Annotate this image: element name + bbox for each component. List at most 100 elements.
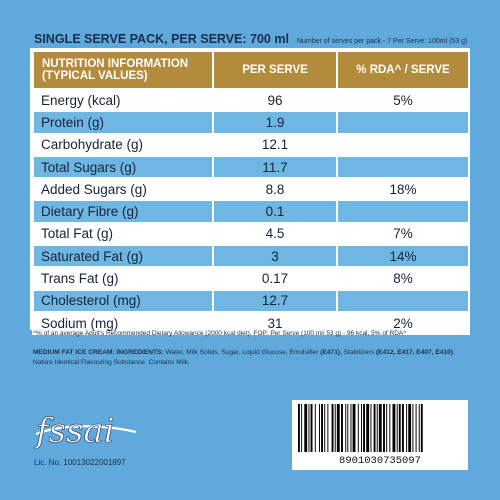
barcode: 8901030735097 bbox=[292, 400, 468, 470]
barcode-bar bbox=[304, 404, 308, 452]
barcode-bar bbox=[327, 404, 329, 452]
barcode-bar bbox=[366, 404, 370, 452]
nutrient-name: Dietary Fibre (g) bbox=[32, 199, 214, 224]
barcode-bar bbox=[378, 404, 382, 452]
per-serve-value: 31 bbox=[212, 310, 338, 336]
rda-value bbox=[336, 288, 470, 313]
rda-value: 14% bbox=[336, 244, 470, 269]
fssai-logo-mark: fssai bbox=[33, 411, 137, 451]
barcode-bar bbox=[420, 404, 423, 452]
rda-footnote: ^% of an average Adult's Recommended Die… bbox=[33, 330, 407, 337]
nutrient-name: Sodium (mg) bbox=[32, 310, 214, 336]
table-row: Sodium (mg) 31 2% bbox=[32, 310, 470, 336]
per-serve-value: 96 bbox=[212, 87, 338, 113]
barcode-bar bbox=[418, 404, 420, 452]
nutrient-name: Trans Fat (g) bbox=[32, 266, 214, 291]
rda-value: 7% bbox=[336, 221, 470, 247]
table-row: Trans Fat (g) 0.17 8% bbox=[32, 266, 470, 291]
barcode-bar bbox=[392, 404, 396, 452]
header-nutrition-information: NUTRITION INFORMATION (TYPICAL VALUES) bbox=[32, 50, 214, 90]
per-serve-value: 12.7 bbox=[212, 288, 338, 313]
per-serve-value: 8.8 bbox=[212, 177, 338, 202]
per-serve-value: 4.5 bbox=[212, 221, 338, 247]
barcode-bar bbox=[398, 404, 401, 452]
serves-note: Number of serves per pack - 7 Per Serve:… bbox=[296, 38, 468, 45]
nutrient-name: Added Sugars (g) bbox=[32, 177, 214, 202]
per-serve-value: 3 bbox=[212, 244, 338, 269]
barcode-bar bbox=[321, 404, 323, 452]
barcode-bar bbox=[314, 404, 316, 452]
nutrient-name: Carbohydrate (g) bbox=[32, 132, 214, 157]
barcode-bar bbox=[352, 404, 356, 452]
fssai-logo: fssai bbox=[32, 402, 142, 454]
table-row: Cholesterol (mg) 12.7 bbox=[32, 288, 470, 313]
barcode-bar bbox=[350, 404, 352, 452]
barcode-bar bbox=[373, 404, 376, 452]
emulsifier-code: (E471) bbox=[320, 349, 341, 356]
table-row: Protein (g) 1.9 bbox=[32, 110, 470, 135]
rda-value bbox=[336, 110, 470, 135]
barcode-bar bbox=[363, 404, 365, 452]
table-row: Total Fat (g) 4.5 7% bbox=[32, 221, 470, 247]
barcode-bars bbox=[298, 404, 423, 452]
pack-title: SINGLE SERVE PACK, PER SERVE: 700 ml bbox=[34, 32, 289, 46]
barcode-bar bbox=[301, 404, 303, 452]
per-serve-value: 0.1 bbox=[212, 199, 338, 224]
barcode-bar bbox=[412, 404, 414, 452]
barcode-bar bbox=[415, 404, 417, 452]
per-serve-value: 12.1 bbox=[212, 132, 338, 157]
barcode-bar bbox=[298, 404, 300, 452]
nutrient-name: Saturated Fat (g) bbox=[32, 244, 214, 269]
barcode-bar bbox=[357, 404, 359, 452]
nutrient-name: Cholesterol (mg) bbox=[32, 288, 214, 313]
rda-value bbox=[336, 199, 470, 224]
table-row: Saturated Fat (g) 3 14% bbox=[32, 244, 470, 269]
header-rda-per-serve: % RDA^ / SERVE bbox=[336, 50, 470, 90]
rda-value: 18% bbox=[336, 177, 470, 202]
nutrient-name: Protein (g) bbox=[32, 110, 214, 135]
table-row: Energy (kcal) 96 5% bbox=[32, 87, 470, 113]
barcode-bar bbox=[370, 404, 372, 452]
table-row: Dietary Fibre (g) 0.1 bbox=[32, 199, 470, 224]
nutrient-name: Energy (kcal) bbox=[32, 87, 214, 113]
serving-header: SINGLE SERVE PACK, PER SERVE: 700 ml Num… bbox=[34, 32, 474, 46]
ingredients-text-b: , Stabilizers bbox=[340, 349, 376, 356]
barcode-bar bbox=[383, 404, 385, 452]
barcode-bar bbox=[386, 404, 388, 452]
barcode-bar bbox=[389, 404, 391, 452]
barcode-bar bbox=[308, 404, 310, 452]
header-per-serve: PER SERVE bbox=[212, 50, 338, 90]
table-header-row: NUTRITION INFORMATION (TYPICAL VALUES) P… bbox=[32, 50, 470, 90]
barcode-bar bbox=[331, 404, 334, 452]
stabilizer-codes: (E412, E417, E407, E410) bbox=[375, 349, 453, 356]
barcode-bar bbox=[406, 404, 408, 452]
barcode-bar bbox=[361, 404, 362, 452]
barcode-bar bbox=[336, 404, 340, 452]
per-serve-value: 0.17 bbox=[212, 266, 338, 291]
nutrient-name: Total Sugars (g) bbox=[32, 154, 214, 180]
barcode-bar bbox=[347, 404, 349, 452]
barcode-bar bbox=[345, 404, 347, 452]
barcode-bar bbox=[408, 404, 412, 452]
ingredients-statement: MEDIUM FAT ICE CREAM: INGREDIENTS: Water… bbox=[33, 348, 468, 368]
rda-value: 5% bbox=[336, 87, 470, 113]
rda-value bbox=[336, 154, 470, 180]
barcode-bar bbox=[310, 404, 313, 452]
rda-value: 8% bbox=[336, 266, 470, 291]
barcode-bar bbox=[401, 404, 404, 452]
barcode-bar bbox=[376, 404, 378, 452]
barcode-bar bbox=[334, 404, 336, 452]
nutrient-name: Total Fat (g) bbox=[32, 221, 214, 247]
svg-text:fssai: fssai bbox=[33, 411, 115, 451]
ingredients-text-a: Water, Milk Solids, Sugar, Liquid Glucos… bbox=[163, 349, 321, 356]
rda-value bbox=[336, 132, 470, 157]
rda-value: 2% bbox=[336, 310, 470, 336]
per-serve-value: 1.9 bbox=[212, 110, 338, 135]
barcode-bar bbox=[319, 404, 320, 452]
licence-number: Lic. No. 10013022001897 bbox=[34, 458, 126, 467]
table-row: Added Sugars (g) 8.8 18% bbox=[32, 177, 470, 202]
ingredients-label: MEDIUM FAT ICE CREAM: INGREDIENTS: bbox=[33, 349, 164, 356]
table-row: Total Sugars (g) 11.7 bbox=[32, 154, 470, 180]
barcode-bar bbox=[324, 404, 326, 452]
barcode-bar bbox=[341, 404, 343, 452]
